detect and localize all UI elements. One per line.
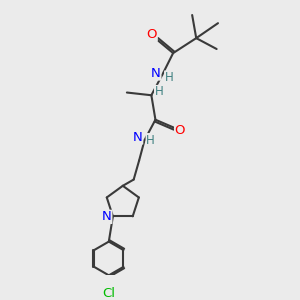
Text: H: H: [146, 134, 155, 147]
Text: N: N: [133, 131, 142, 144]
Text: N: N: [151, 67, 161, 80]
Text: N: N: [133, 131, 142, 144]
Text: H: H: [146, 134, 155, 147]
Text: O: O: [175, 124, 185, 137]
Text: O: O: [175, 124, 185, 137]
Text: N: N: [102, 210, 112, 224]
Text: N: N: [102, 210, 112, 224]
Text: H: H: [154, 85, 163, 98]
Text: H: H: [154, 85, 163, 98]
Text: N: N: [151, 67, 161, 80]
Text: Cl: Cl: [102, 287, 115, 300]
Text: O: O: [147, 28, 157, 41]
Text: Cl: Cl: [102, 287, 115, 300]
Text: H: H: [165, 71, 173, 84]
Text: H: H: [165, 71, 173, 84]
Text: O: O: [147, 28, 157, 41]
